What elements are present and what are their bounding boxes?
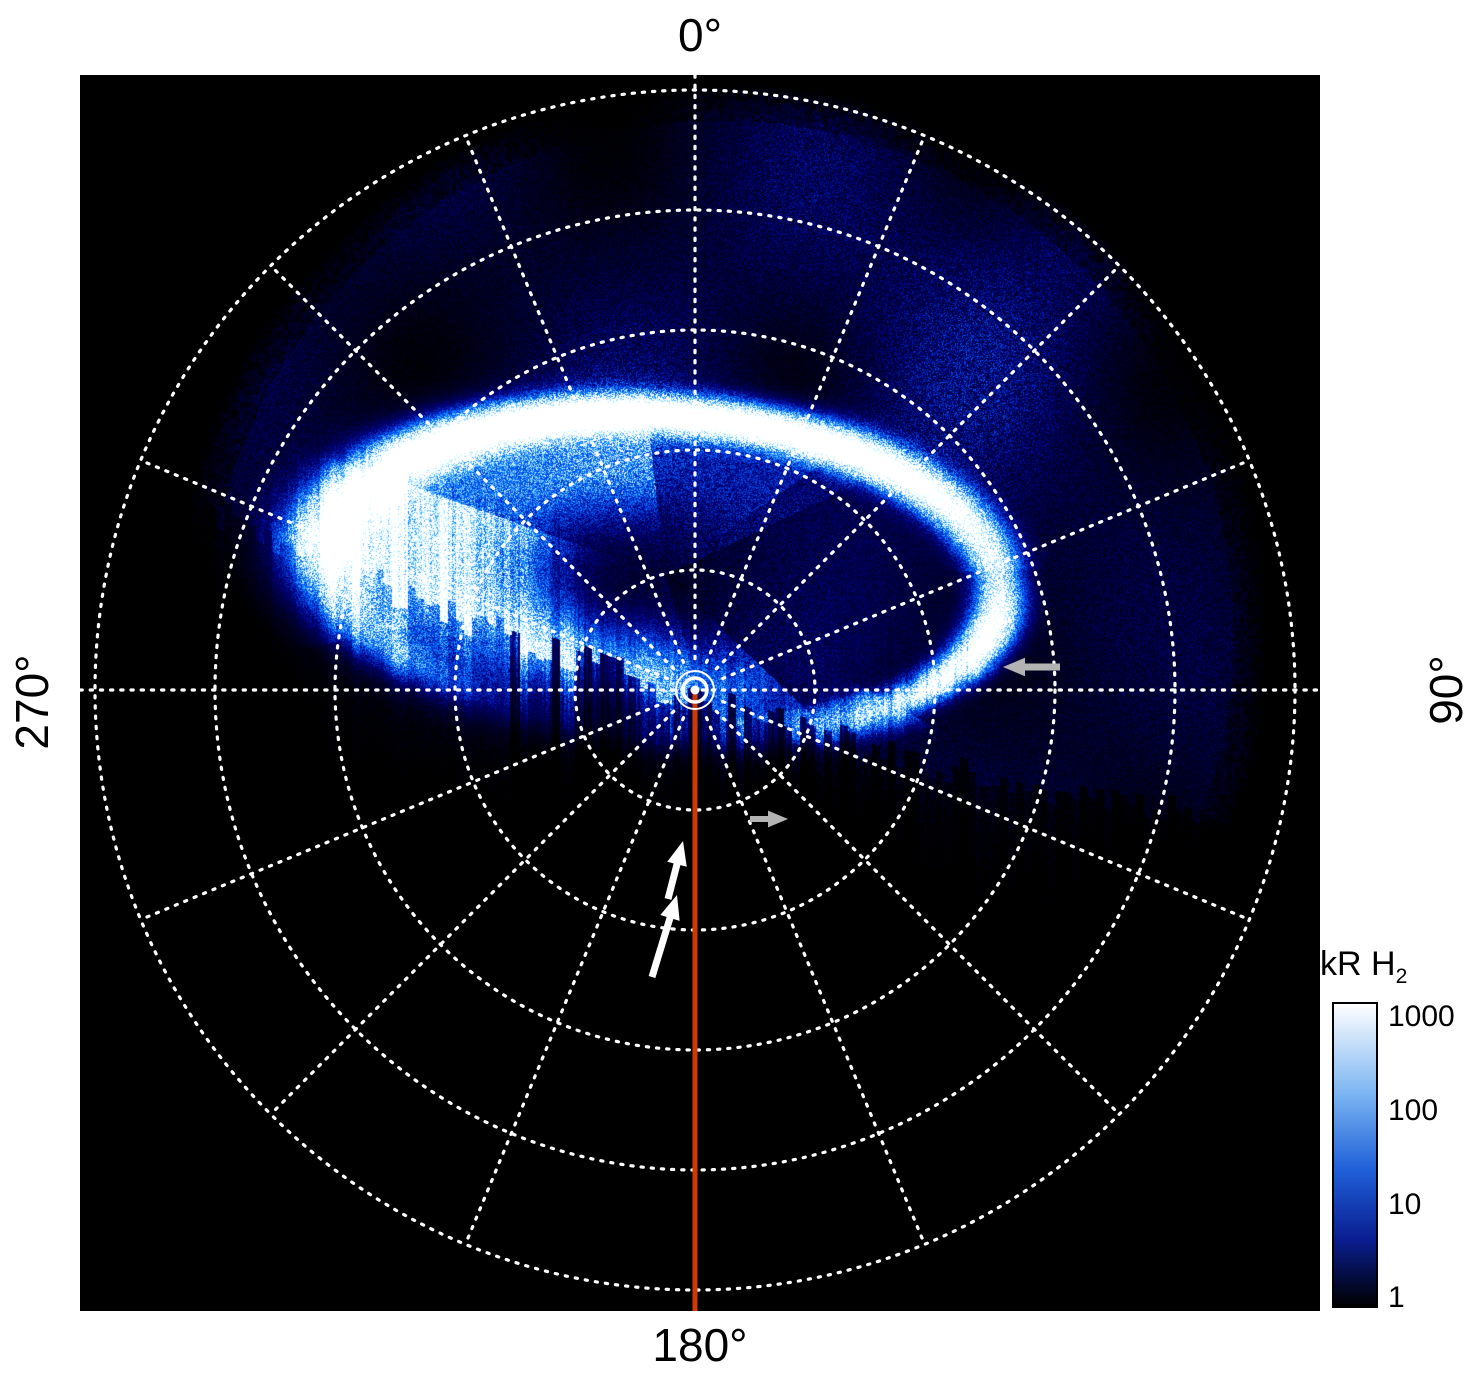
- angle-label-0: 0°: [678, 9, 722, 61]
- polar-plot-area: [80, 75, 1320, 1311]
- angle-label-270: 270°: [6, 654, 58, 750]
- colorbar-title-subscript: 2: [1395, 964, 1408, 988]
- angle-label-180: 180°: [652, 1319, 748, 1371]
- colorbar-tick-1000: 1000: [1388, 1000, 1455, 1033]
- colorbar-tick-1: 1: [1388, 1281, 1405, 1314]
- colorbar: [1332, 1002, 1378, 1308]
- colorbar-title-text: kR H: [1320, 945, 1396, 983]
- angle-label-90: 90°: [1420, 655, 1472, 725]
- colorbar-title: kR H2: [1320, 945, 1408, 988]
- colorbar-tick-100: 100: [1388, 1094, 1439, 1127]
- colorbar-tick-10: 10: [1388, 1188, 1422, 1221]
- aurora-emission-image: [80, 75, 1320, 1311]
